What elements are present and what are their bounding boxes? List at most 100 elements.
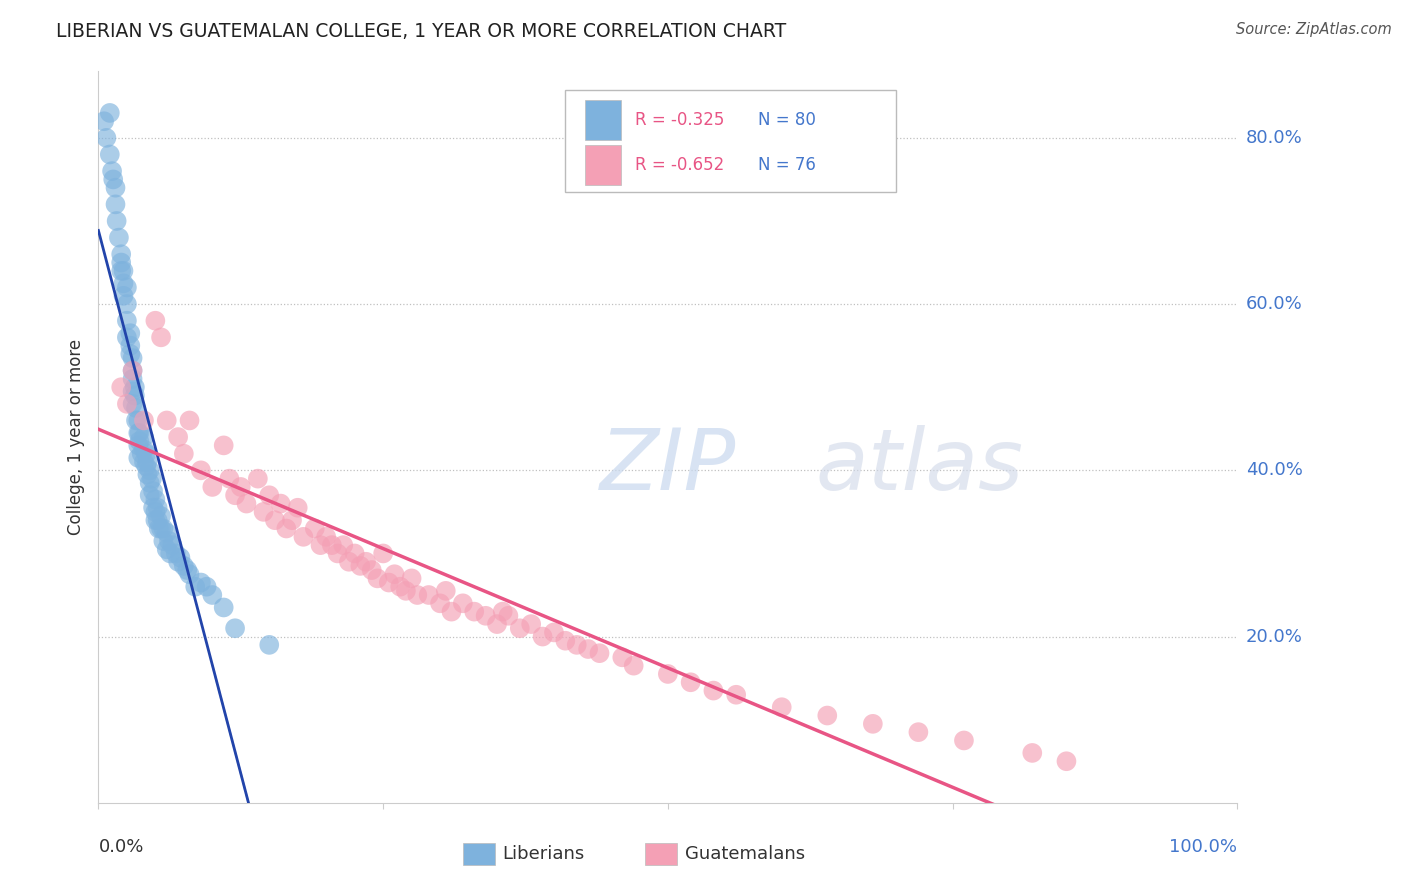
- Bar: [463, 843, 495, 865]
- Point: [395, 583, 418, 598]
- Point: [146, 500, 169, 515]
- Point: [212, 600, 235, 615]
- Point: [145, 505, 167, 519]
- Point: [93, 114, 115, 128]
- Point: [259, 638, 281, 652]
- Point: [907, 725, 929, 739]
- Point: [702, 683, 724, 698]
- Text: ZIP: ZIP: [599, 425, 735, 508]
- Point: [492, 605, 515, 619]
- Point: [152, 533, 174, 548]
- Point: [104, 197, 127, 211]
- Text: R = -0.652: R = -0.652: [636, 155, 724, 174]
- Point: [124, 388, 146, 402]
- Point: [224, 488, 246, 502]
- Point: [270, 497, 292, 511]
- Point: [110, 255, 132, 269]
- Point: [120, 326, 142, 341]
- Point: [862, 716, 884, 731]
- Point: [235, 497, 257, 511]
- Point: [110, 380, 132, 394]
- Point: [418, 588, 440, 602]
- Point: [132, 455, 155, 469]
- Text: Liberians: Liberians: [503, 845, 585, 863]
- Point: [440, 605, 463, 619]
- Point: [337, 555, 360, 569]
- Point: [132, 430, 155, 444]
- Point: [103, 172, 125, 186]
- Point: [96, 131, 118, 145]
- Point: [463, 605, 485, 619]
- Point: [434, 583, 457, 598]
- Point: [167, 555, 190, 569]
- Text: R = -0.325: R = -0.325: [636, 111, 724, 129]
- Point: [264, 513, 287, 527]
- Point: [121, 363, 143, 377]
- Point: [145, 513, 167, 527]
- Point: [145, 492, 167, 507]
- Point: [195, 580, 218, 594]
- Point: [127, 450, 149, 465]
- Point: [115, 280, 138, 294]
- Point: [224, 621, 246, 635]
- Point: [110, 247, 132, 261]
- Point: [121, 397, 143, 411]
- Point: [120, 338, 142, 352]
- Point: [104, 180, 127, 194]
- Point: [343, 546, 366, 560]
- Point: [136, 467, 159, 482]
- Point: [486, 617, 509, 632]
- Point: [132, 413, 155, 427]
- Point: [156, 525, 179, 540]
- Point: [173, 447, 195, 461]
- Point: [509, 621, 531, 635]
- Point: [142, 500, 165, 515]
- Point: [115, 297, 138, 311]
- Point: [612, 650, 634, 665]
- Point: [246, 472, 269, 486]
- Point: [429, 596, 451, 610]
- Point: [384, 567, 406, 582]
- Point: [565, 638, 588, 652]
- Point: [401, 571, 423, 585]
- Point: [121, 372, 143, 386]
- Point: [121, 363, 143, 377]
- Point: [152, 521, 174, 535]
- Point: [657, 667, 679, 681]
- Text: atlas: atlas: [815, 425, 1024, 508]
- Point: [531, 630, 554, 644]
- Text: 80.0%: 80.0%: [1246, 128, 1302, 147]
- Point: [127, 413, 149, 427]
- Point: [554, 633, 576, 648]
- Text: Source: ZipAtlas.com: Source: ZipAtlas.com: [1236, 22, 1392, 37]
- Point: [145, 314, 167, 328]
- Point: [576, 642, 599, 657]
- Point: [110, 264, 132, 278]
- Point: [165, 546, 187, 560]
- Point: [815, 708, 838, 723]
- Point: [588, 646, 610, 660]
- Point: [121, 351, 143, 365]
- Point: [287, 500, 309, 515]
- Point: [173, 558, 195, 573]
- Point: [281, 513, 304, 527]
- Point: [354, 555, 377, 569]
- Point: [135, 447, 157, 461]
- Point: [150, 330, 173, 344]
- Point: [259, 488, 281, 502]
- Point: [276, 521, 298, 535]
- Point: [292, 530, 315, 544]
- Text: LIBERIAN VS GUATEMALAN COLLEGE, 1 YEAR OR MORE CORRELATION CHART: LIBERIAN VS GUATEMALAN COLLEGE, 1 YEAR O…: [56, 22, 786, 41]
- Text: 40.0%: 40.0%: [1246, 461, 1302, 479]
- Point: [115, 397, 138, 411]
- Point: [138, 488, 160, 502]
- Point: [212, 438, 235, 452]
- Point: [142, 484, 165, 499]
- Point: [326, 546, 349, 560]
- Point: [125, 413, 148, 427]
- Point: [135, 459, 157, 474]
- Point: [121, 384, 143, 399]
- Point: [162, 538, 184, 552]
- Point: [138, 475, 160, 490]
- Point: [201, 480, 224, 494]
